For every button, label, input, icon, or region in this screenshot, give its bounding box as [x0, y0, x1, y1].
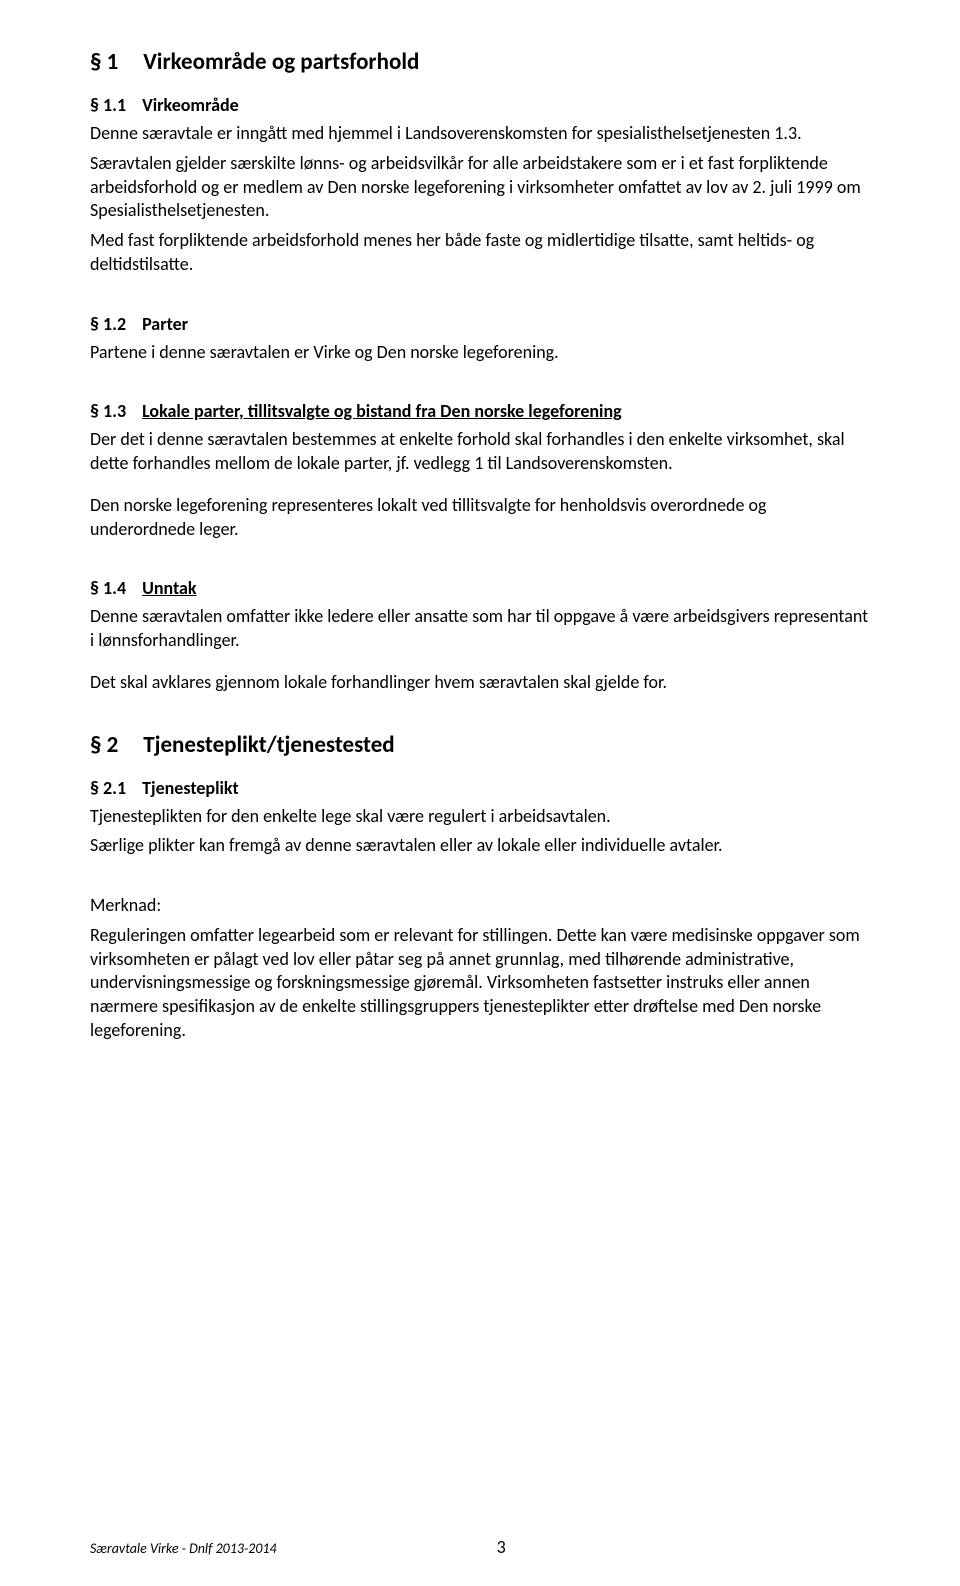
section-2-1-title: Tjenesteplikt	[142, 777, 239, 799]
merknad-body: Reguleringen omfatter legearbeid som er …	[90, 924, 870, 1043]
footer-page-number: 3	[497, 1536, 506, 1558]
section-1-1-p1: Denne særavtale er inngått med hjemmel i…	[90, 122, 870, 146]
section-1-3-heading: § 1.3 Lokale parter, tillitsvalgte og bi…	[90, 400, 870, 422]
section-1-1-heading: § 1.1 Virkeområde	[90, 94, 870, 116]
merknad-label: Merknad:	[90, 894, 870, 918]
page-footer: Særavtale Virke - Dnlf 2013-2014 3	[90, 1536, 870, 1558]
section-2-1-p2: Særlige plikter kan fremgå av denne særa…	[90, 834, 870, 858]
section-1-1-p3: Med fast forpliktende arbeidsforhold men…	[90, 229, 870, 277]
section-2-number: § 2	[90, 731, 138, 759]
section-1-3-p1: Der det i denne særavtalen bestemmes at …	[90, 428, 870, 476]
section-1-2-p1: Partene i denne særavtalen er Virke og D…	[90, 341, 870, 365]
section-1-1-p2: Særavtalen gjelder særskilte lønns- og a…	[90, 152, 870, 223]
section-1-4-p1: Denne særavtalen omfatter ikke ledere el…	[90, 605, 870, 653]
section-1-heading: § 1 Virkeområde og partsforhold	[90, 48, 870, 76]
section-1-4-title: Unntak	[142, 577, 197, 599]
section-1-1-title: Virkeområde	[142, 94, 239, 116]
section-1-2-title: Parter	[142, 313, 188, 335]
section-1-4-p2: Det skal avklares gjennom lokale forhand…	[90, 671, 870, 695]
section-2-1-heading: § 2.1 Tjenesteplikt	[90, 777, 870, 799]
footer-doc-title: Særavtale Virke - Dnlf 2013-2014	[90, 1540, 277, 1557]
section-2-heading: § 2 Tjenesteplikt/tjenestested	[90, 731, 870, 759]
section-1-3-p2: Den norske legeforening representeres lo…	[90, 494, 870, 542]
section-2-1-p1: Tjenesteplikten for den enkelte lege ska…	[90, 805, 870, 829]
section-1-2-heading: § 1.2 Parter	[90, 313, 870, 335]
section-1-3-title: Lokale parter, tillitsvalgte og bistand …	[142, 400, 622, 422]
section-1-number: § 1	[90, 48, 138, 76]
section-2-title: Tjenesteplikt/tjenestested	[143, 731, 394, 759]
section-1-1-number: § 1.1	[90, 94, 138, 116]
section-1-title: Virkeområde og partsforhold	[143, 48, 419, 76]
section-1-3-number: § 1.3	[90, 400, 138, 422]
section-1-4-heading: § 1.4 Unntak	[90, 577, 870, 599]
section-2-1-number: § 2.1	[90, 777, 138, 799]
section-1-4-number: § 1.4	[90, 577, 138, 599]
section-1-2-number: § 1.2	[90, 313, 138, 335]
